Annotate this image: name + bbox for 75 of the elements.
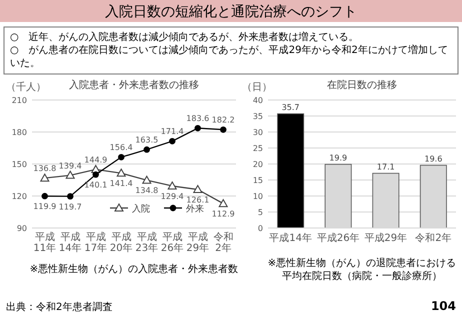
text: ※悪性新生物（がん）の入院患者・外来患者数 [30,263,238,275]
y-tick-label: 40 [252,96,263,105]
legend-label: 入院 [132,204,150,214]
text: ○ がん患者の在院日数については減少傾向であったが、平成29年から令和2年にかけて増加していた。 [10,44,448,69]
x-tick-label: 平成17年 [84,231,108,254]
x-tick-label: 平成26年 [316,232,360,244]
y-tick-label: 5 [258,208,263,217]
point [92,171,99,178]
x-tick-label: 平成29年 [186,231,210,254]
y-tick-label: 180 [12,128,27,137]
data-label: 144.9 [84,155,108,164]
source-note: 出典：令和2年患者調査 [6,301,112,313]
chart-title: 入院患者・外来患者数の推移 [69,79,199,91]
data-label: 136.8 [33,164,56,174]
legend-label: 外来 [186,204,204,214]
text: 104 [430,299,456,313]
y-tick-label: 15 [252,176,263,185]
point [66,170,75,179]
bar [277,113,304,228]
data-label: 112.9 [212,210,235,219]
point [194,124,201,132]
data-label: 171.4 [160,127,184,136]
data-label: 139.4 [58,161,82,170]
x-tick-label: 令和2年 [213,231,234,254]
point [168,181,177,190]
text: 入院日数の短縮化と通院治療へのシフト [105,4,357,20]
point [40,174,50,182]
data-label: 19.6 [424,154,442,164]
x-tick-label: 平成14年 [58,231,82,254]
x-tick-label: 令和2年 [415,232,452,244]
point [169,138,176,144]
data-label: 183.6 [186,114,210,124]
point [118,154,124,160]
point [220,126,226,133]
point [67,193,74,200]
data-label: 141.4 [110,179,133,188]
data-label: 126.1 [186,195,210,204]
y-tick-label: 10 [252,192,263,201]
data-label: 17.1 [376,162,395,172]
x-tick-label: 平成23年 [135,231,158,254]
y-tick-label: 35 [252,112,263,121]
y-axis-title: （日） [242,82,272,93]
y-tick-label: 90 [16,224,27,233]
point [144,146,150,153]
data-label: 156.4 [110,143,133,152]
y-tick-label: 120 [12,192,27,201]
x-tick-label: 平成20年 [110,231,133,254]
y-tick-label: 20 [252,160,263,169]
data-label: 19.9 [329,153,348,162]
point [193,184,202,193]
text: ○ 近年、がんの入院患者数は減少傾向であるが、外来患者数は増えている。 [10,31,359,43]
x-tick-label: 平成14年 [269,232,312,244]
chart-title: 在院日数の推移 [327,79,397,91]
point [116,168,126,177]
y-tick-label: 30 [252,128,263,137]
data-label: 134.8 [135,186,158,196]
text: ※悪性新生物（がん）の退院患者における平均在院日数（病院・一般診療所） [268,257,456,282]
x-tick-label: 平成26年 [160,231,184,254]
y-tick-label: 25 [252,144,263,153]
y-axis-title: （千人） [6,81,46,93]
data-label: 119.9 [33,202,56,212]
data-label: 140.1 [84,180,108,190]
x-tick-label: 平成11年 [33,231,56,254]
data-label: 129.4 [160,192,184,201]
data-label: 163.5 [135,136,158,145]
y-tick-label: 0 [258,224,263,233]
data-label: 119.7 [58,202,82,212]
y-tick-label: 210 [12,96,27,105]
x-tick-label: 平成29年 [364,232,408,244]
data-label: 182.2 [212,116,235,125]
y-tick-label: 150 [12,160,27,169]
point [42,192,48,200]
point [218,199,228,208]
point [142,176,152,184]
data-label: 35.7 [282,102,300,112]
